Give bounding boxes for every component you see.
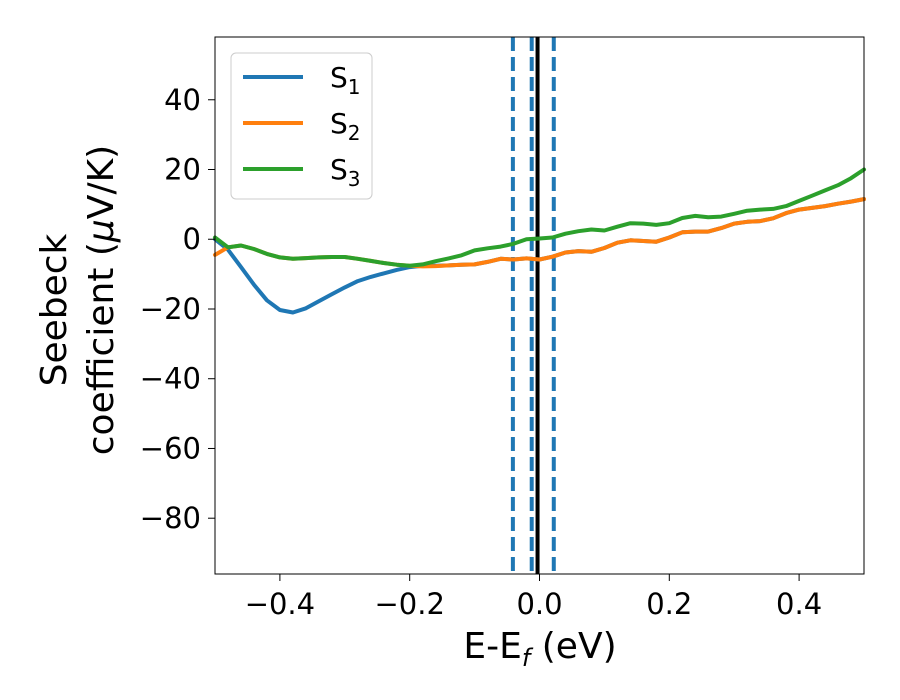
- y-axis-label-post: V/K): [81, 145, 122, 219]
- series-lines: [213, 167, 866, 315]
- y-tick-label: −60: [140, 431, 201, 465]
- y-tick-label: −80: [140, 501, 201, 535]
- y-axis-label-line1: Seebeck: [34, 233, 75, 386]
- y-axis-label-line2: coefficient (μV/K): [81, 145, 122, 455]
- legend-items: S1 S2 S3: [243, 61, 361, 191]
- y-axis-label-mu: μ: [81, 219, 122, 243]
- y-tick-label: −20: [140, 292, 201, 326]
- series-line-3: [213, 167, 866, 268]
- y-tick-label: 40: [164, 83, 201, 117]
- y-tick-label: 0: [183, 222, 201, 256]
- reference-lines: [510, 37, 556, 574]
- legend-label-2: S2: [330, 107, 361, 145]
- legend: S1 S2 S3: [230, 52, 373, 200]
- y-tick-label: 20: [164, 153, 201, 187]
- y-axis-ticks: −80 −60 −40 −20 0 20 40: [140, 83, 215, 535]
- x-axis-label-main: E-E: [463, 626, 521, 667]
- y-tick-label: −40: [140, 362, 201, 396]
- legend-label-3: S3: [330, 153, 361, 191]
- x-tick-label: 0.2: [646, 587, 692, 621]
- x-axis-ticks: −0.4 −0.2 0.0 0.2 0.4: [245, 574, 822, 621]
- y-axis-label: Seebeck coefficient (μV/K): [34, 145, 122, 455]
- y-axis-label-pre: coefficient (: [81, 242, 122, 455]
- x-axis-label: E-Ef (eV): [463, 626, 616, 672]
- x-tick-label: −0.4: [245, 587, 315, 621]
- x-tick-label: −0.2: [374, 587, 444, 621]
- x-tick-label: 0.4: [776, 587, 822, 621]
- x-axis-label-tail: (eV): [530, 626, 616, 667]
- x-tick-label: 0.0: [516, 587, 562, 621]
- legend-label-1: S1: [330, 61, 361, 99]
- legend-box: [230, 52, 373, 200]
